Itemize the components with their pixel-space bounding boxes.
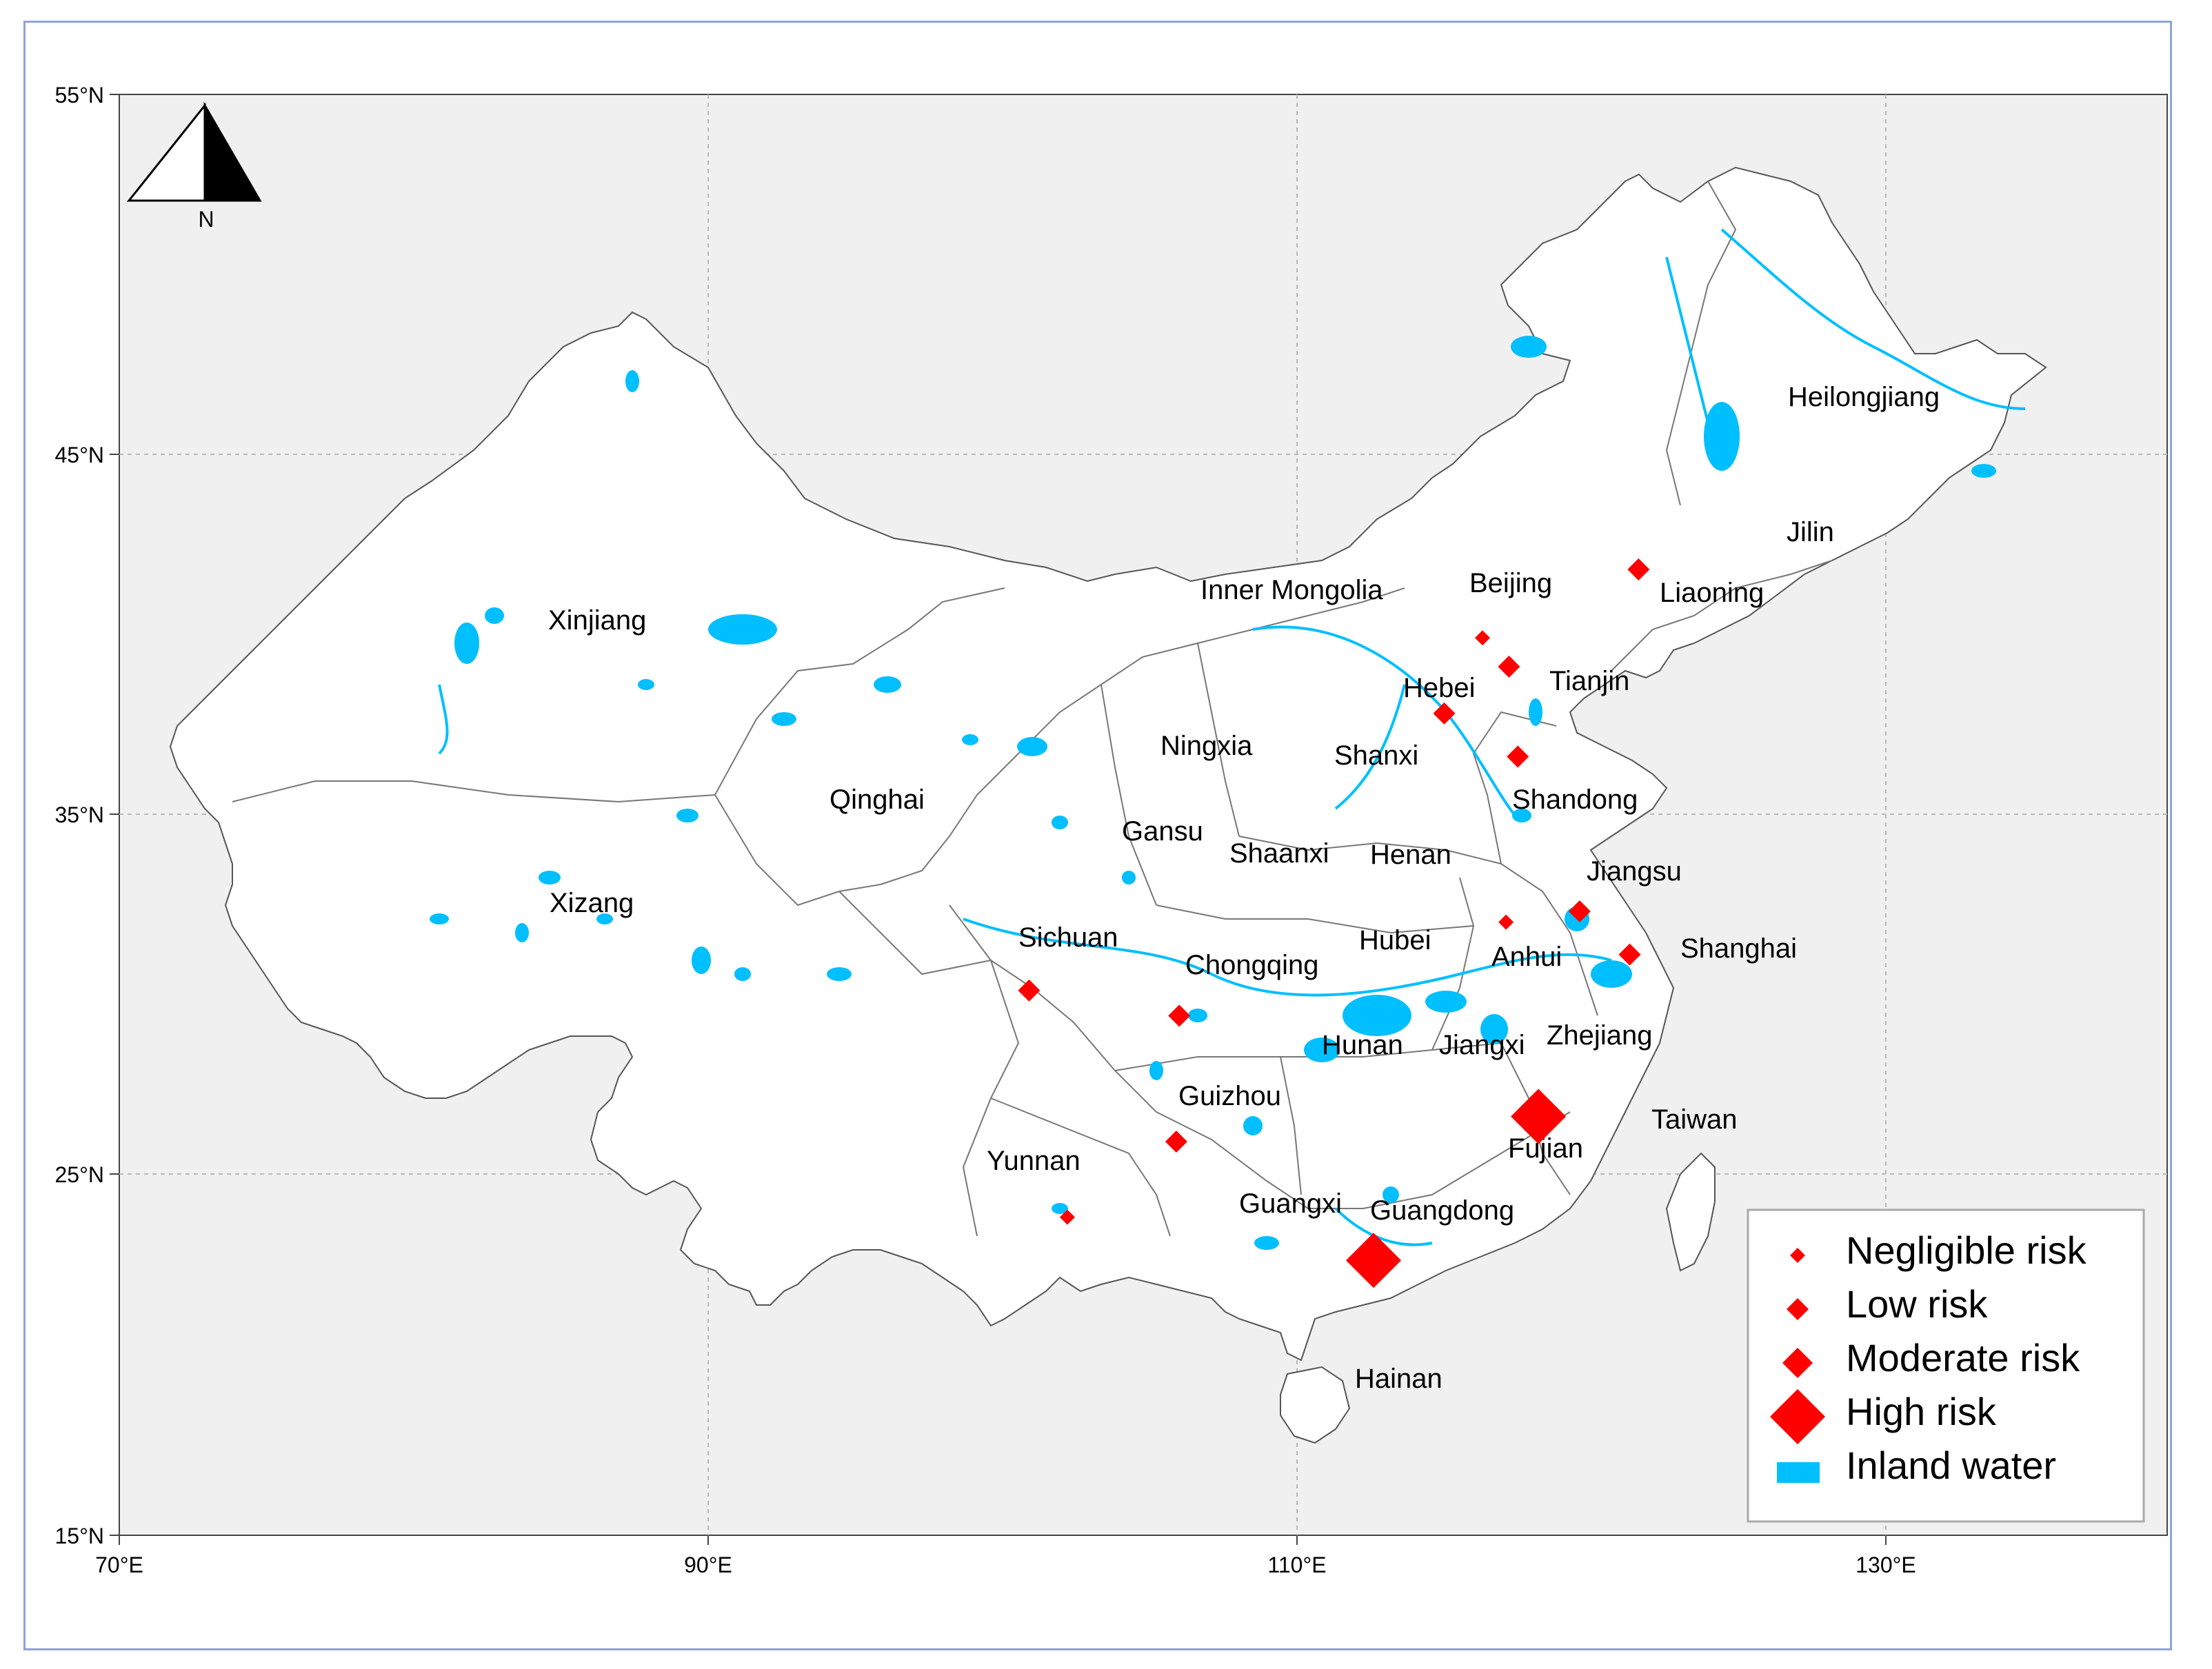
hainan-island bbox=[1280, 1366, 1351, 1444]
legend-label-low: Low risk bbox=[1846, 1282, 1988, 1326]
label-hubei: Hubei bbox=[1359, 925, 1431, 955]
label-guangdong: Guangdong bbox=[1370, 1195, 1514, 1226]
lat-label-45: 45°N bbox=[55, 443, 105, 467]
legend: Negligible risk Low risk Moderate risk H… bbox=[1747, 1208, 2145, 1523]
taiwan-island bbox=[1665, 1152, 1716, 1272]
legend-symbol-negligible bbox=[1790, 1248, 1805, 1263]
figure-frame: 55°N 45°N 35°N 25°N 15°N 70°E 90°E 110°E… bbox=[23, 21, 2172, 1650]
china-landmass bbox=[169, 166, 2047, 1362]
lon-label-90: 90°E bbox=[684, 1552, 732, 1577]
label-xizang: Xizang bbox=[550, 888, 634, 918]
province-labels: Xinjiang Xizang Qinghai Gansu Inner Mong… bbox=[548, 382, 1940, 1394]
risk-marker-guangdong bbox=[1346, 1233, 1402, 1288]
label-fujian: Fujian bbox=[1508, 1133, 1583, 1164]
risk-marker-jiangsu bbox=[1568, 900, 1591, 922]
risk-marker-hebei bbox=[1433, 702, 1456, 725]
legend-symbols bbox=[1770, 1248, 1825, 1483]
risk-marker-beijing bbox=[1475, 630, 1491, 646]
tick-marks bbox=[110, 94, 1887, 1545]
label-jiangxi: Jiangxi bbox=[1439, 1030, 1525, 1060]
risk-marker-fujian bbox=[1511, 1089, 1567, 1144]
risk-marker-guizhou bbox=[1165, 1131, 1187, 1153]
label-hainan: Hainan bbox=[1355, 1364, 1442, 1394]
label-tianjin: Tianjin bbox=[1549, 666, 1629, 696]
lat-label-35: 35°N bbox=[55, 802, 105, 827]
label-shanxi: Shanxi bbox=[1334, 740, 1418, 771]
risk-marker-yunnan bbox=[1059, 1209, 1075, 1225]
label-yunnan: Yunnan bbox=[987, 1146, 1080, 1176]
label-jiangsu: Jiangsu bbox=[1587, 856, 1682, 887]
label-beijing: Beijing bbox=[1469, 568, 1552, 598]
legend-symbol-low bbox=[1787, 1298, 1809, 1320]
legend-symbol-high bbox=[1770, 1389, 1825, 1444]
label-shaanxi: Shaanxi bbox=[1229, 838, 1329, 869]
risk-marker-shanghai bbox=[1618, 943, 1641, 966]
label-shandong: Shandong bbox=[1512, 785, 1638, 815]
label-ningxia: Ningxia bbox=[1160, 731, 1253, 761]
north-arrow-label: N bbox=[198, 207, 214, 232]
label-gansu: Gansu bbox=[1122, 816, 1203, 847]
lon-label-70: 70°E bbox=[95, 1552, 143, 1577]
label-inner-mongolia: Inner Mongolia bbox=[1200, 575, 1383, 605]
label-xinjiang: Xinjiang bbox=[548, 605, 646, 636]
lon-label-110: 110°E bbox=[1267, 1552, 1326, 1577]
label-guangxi: Guangxi bbox=[1239, 1188, 1342, 1219]
risk-marker-anhui bbox=[1498, 914, 1514, 930]
lon-label-130: 130°E bbox=[1856, 1552, 1916, 1577]
lat-label-25: 25°N bbox=[55, 1162, 105, 1187]
risk-marker-liaoning bbox=[1627, 558, 1650, 581]
label-jilin: Jilin bbox=[1787, 517, 1834, 547]
legend-label-high: High risk bbox=[1846, 1390, 1997, 1433]
legend-symbol-moderate bbox=[1782, 1348, 1813, 1378]
label-zhejiang: Zhejiang bbox=[1547, 1020, 1652, 1051]
label-taiwan: Taiwan bbox=[1651, 1104, 1738, 1135]
label-guizhou: Guizhou bbox=[1178, 1081, 1281, 1111]
risk-marker-chongqing bbox=[1168, 1004, 1191, 1027]
legend-label-moderate: Moderate risk bbox=[1846, 1336, 2080, 1379]
label-henan: Henan bbox=[1370, 840, 1451, 870]
label-anhui: Anhui bbox=[1491, 942, 1562, 972]
legend-symbol-water bbox=[1777, 1462, 1820, 1483]
legend-label-water: Inland water bbox=[1846, 1444, 2056, 1487]
north-arrow: N bbox=[126, 101, 262, 232]
risk-marker-sichuan bbox=[1018, 979, 1040, 1002]
risk-markers bbox=[1018, 558, 1650, 1288]
label-hunan: Hunan bbox=[1322, 1030, 1403, 1060]
lat-label-55: 55°N bbox=[55, 83, 105, 108]
china-risk-map: 55°N 45°N 35°N 25°N 15°N 70°E 90°E 110°E… bbox=[55, 83, 2168, 1577]
label-chongqing: Chongqing bbox=[1185, 950, 1319, 980]
label-qinghai: Qinghai bbox=[830, 785, 925, 815]
inland-water-features bbox=[430, 336, 1996, 1250]
risk-marker-tianjin bbox=[1498, 655, 1520, 678]
label-sichuan: Sichuan bbox=[1018, 922, 1118, 953]
lat-label-15: 15°N bbox=[55, 1524, 105, 1548]
label-liaoning: Liaoning bbox=[1660, 578, 1764, 608]
label-hebei: Hebei bbox=[1403, 673, 1476, 703]
label-shanghai: Shanghai bbox=[1680, 933, 1797, 964]
label-heilongjiang: Heilongjiang bbox=[1788, 382, 1940, 412]
risk-marker-shandong bbox=[1507, 745, 1529, 768]
legend-label-negligible: Negligible risk bbox=[1846, 1228, 2087, 1272]
rivers bbox=[438, 228, 2026, 1246]
